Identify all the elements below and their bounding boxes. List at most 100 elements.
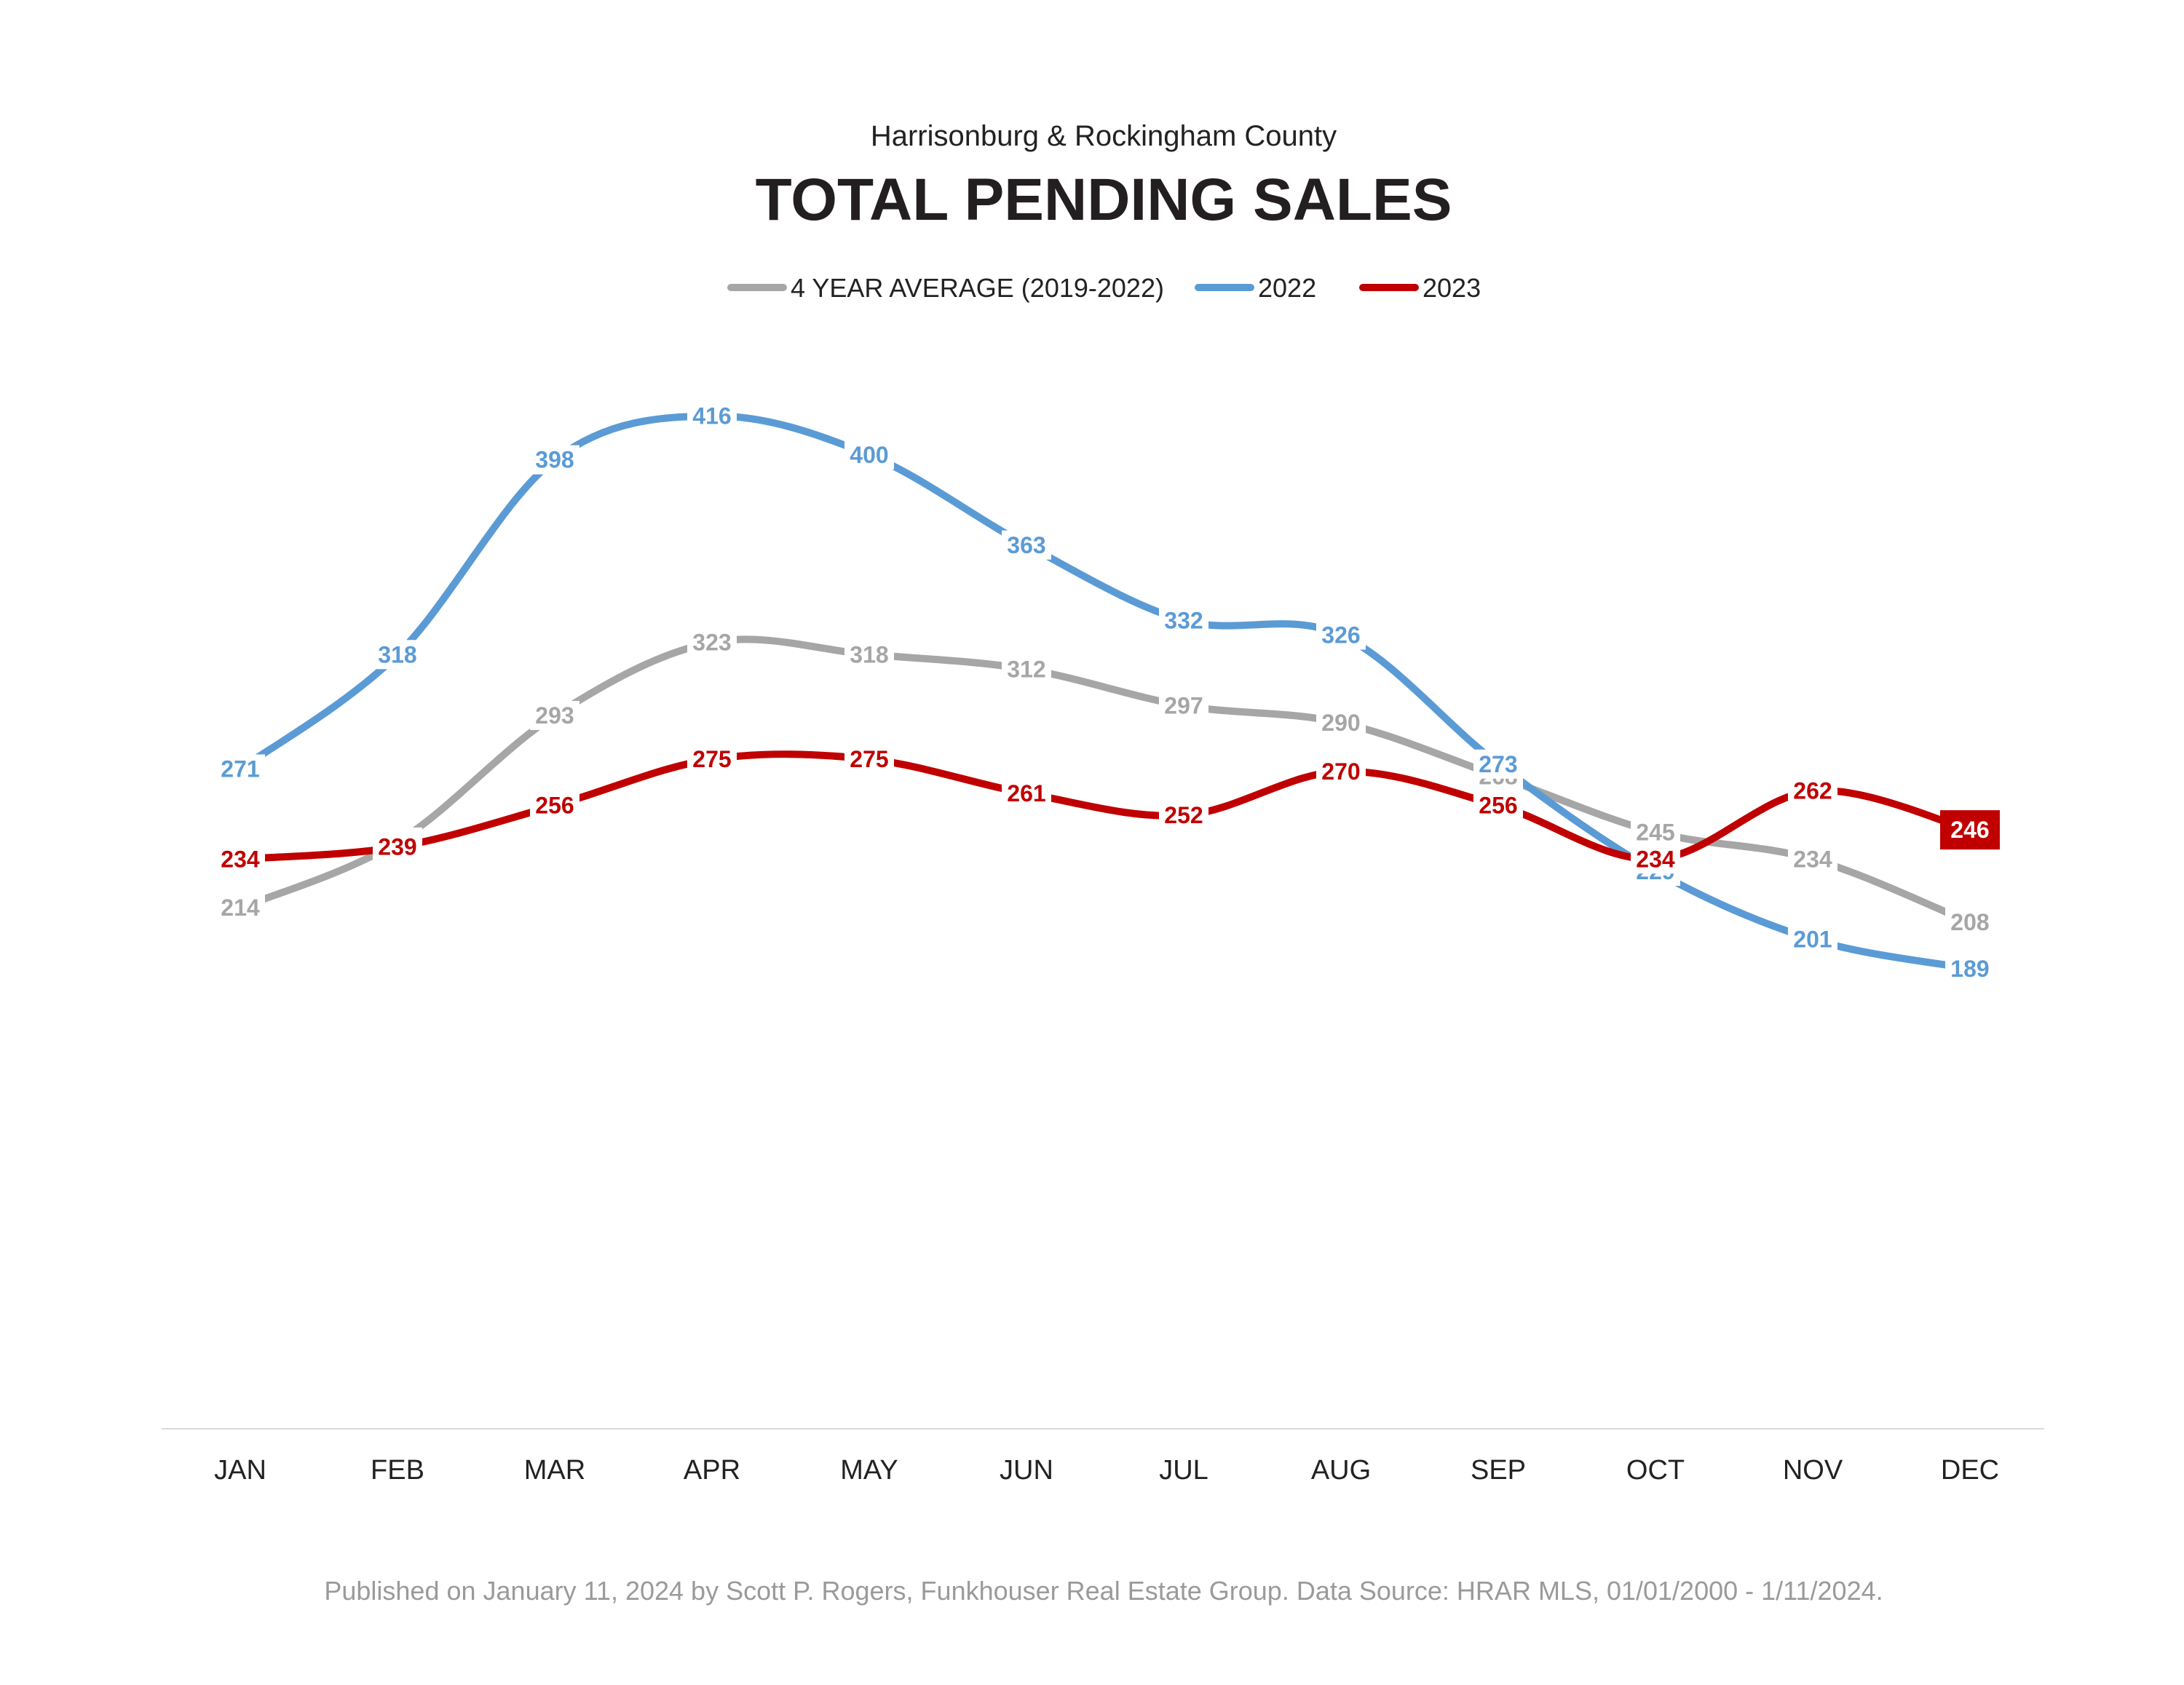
data-label-box <box>1631 817 1680 847</box>
x-tick-oct: OCT <box>1626 1455 1685 1486</box>
data-label-box <box>1788 924 1837 954</box>
data-label-4-year-average-apr: 323 <box>687 627 737 657</box>
data-label-text: 318 <box>378 641 416 667</box>
data-label-box <box>1159 606 1208 635</box>
legend-label-2023: 2023 <box>1423 273 1481 303</box>
data-label-text: 275 <box>692 746 731 772</box>
data-label-text: 261 <box>1007 780 1045 806</box>
data-label-2023-jan: 234 <box>215 844 265 874</box>
data-label-2023-sep: 256 <box>1473 790 1523 820</box>
data-label-box <box>1788 844 1837 874</box>
legend-label-2022: 2022 <box>1258 273 1316 303</box>
data-label-text: 256 <box>1479 793 1517 819</box>
data-label-box <box>844 440 894 469</box>
data-label-2022-mar: 398 <box>530 445 579 475</box>
data-label-box <box>1316 756 1366 786</box>
data-label-box <box>215 893 265 923</box>
data-label-text: 273 <box>1479 751 1517 777</box>
legend-item-2022: 2022 <box>1195 273 1316 303</box>
data-label-2022-aug: 326 <box>1316 620 1366 650</box>
x-tick-dec: DEC <box>1941 1455 1999 1486</box>
data-label-box <box>1631 844 1680 874</box>
data-label-2022-may: 400 <box>844 440 894 469</box>
data-label-text: 262 <box>1793 778 1832 804</box>
data-label-2022-nov: 201 <box>1788 924 1837 954</box>
data-label-text: 416 <box>692 403 731 429</box>
x-tick-mar: MAR <box>524 1455 585 1486</box>
data-label-box <box>1788 776 1837 806</box>
data-label-2023-may: 275 <box>844 745 894 774</box>
data-label-2023-apr: 275 <box>687 745 737 774</box>
chart-subtitle: Harrisonburg & Rockingham County <box>871 120 1337 152</box>
x-tick-nov: NOV <box>1783 1455 1843 1486</box>
data-label-text: 290 <box>1321 710 1360 736</box>
data-label-text: 398 <box>535 447 574 473</box>
data-label-2022-jun: 363 <box>1002 530 1051 560</box>
chart-title: TOTAL PENDING SALES <box>756 167 1452 233</box>
data-label-2023-dec: 246 <box>1940 810 2000 850</box>
data-label-4-year-average-oct: 245 <box>1631 817 1680 847</box>
data-label-box <box>1473 749 1523 779</box>
data-label-box <box>1473 790 1523 820</box>
data-label-box <box>1002 654 1051 684</box>
data-label-text: 318 <box>850 641 888 667</box>
data-label-text: 332 <box>1164 607 1203 633</box>
data-label-box <box>1940 810 2000 850</box>
data-label-4-year-average-jul: 297 <box>1159 691 1208 721</box>
data-label-text: 400 <box>850 442 888 468</box>
x-axis-tick-labels: JAN FEB MAR APR MAY JUN JUL AUG SEP OCT NOV DEC <box>214 1455 1999 1486</box>
data-label-box <box>215 844 265 874</box>
x-tick-jul: JUL <box>1159 1455 1208 1486</box>
data-label-text: 293 <box>535 702 574 729</box>
data-label-text: 275 <box>850 746 888 772</box>
data-label-box <box>530 700 579 730</box>
data-label-box <box>844 745 894 774</box>
data-label-box <box>1945 953 1995 983</box>
data-label-text: 326 <box>1321 622 1360 649</box>
data-label-text: 239 <box>378 834 416 860</box>
data-label-2023-oct: 234 <box>1631 844 1680 874</box>
series-data-labels: 2142412933233183122972902682452342082713… <box>215 401 2000 983</box>
data-label-text: 245 <box>1636 819 1674 845</box>
data-label-box <box>373 832 422 862</box>
x-tick-aug: AUG <box>1311 1455 1371 1486</box>
legend-item-2023: 2023 <box>1359 273 1481 303</box>
legend-label-4-year-average: 4 YEAR AVERAGE (2019-2022) <box>791 273 1164 303</box>
data-label-text: 271 <box>221 756 259 782</box>
data-label-text: 246 <box>1950 817 1989 843</box>
data-label-box <box>1316 707 1366 737</box>
data-label-box <box>215 754 265 784</box>
data-label-text: 312 <box>1007 656 1045 682</box>
data-label-box <box>1159 801 1208 830</box>
x-tick-sep: SEP <box>1471 1455 1526 1486</box>
data-label-text: 208 <box>1950 909 1989 935</box>
data-label-box <box>687 745 737 774</box>
data-label-text: 252 <box>1164 802 1203 828</box>
data-label-2023-jul: 252 <box>1159 801 1208 830</box>
data-label-text: 270 <box>1321 758 1360 785</box>
chart-legend: 4 YEAR AVERAGE (2019-2022) 2022 2023 <box>727 273 1481 303</box>
data-label-2022-sep: 273 <box>1473 749 1523 779</box>
data-label-2022-jan: 271 <box>215 754 265 784</box>
data-label-4-year-average-nov: 234 <box>1788 844 1837 874</box>
data-label-box <box>1159 691 1208 721</box>
data-label-2023-jun: 261 <box>1002 778 1051 808</box>
data-label-2023-mar: 256 <box>530 790 579 820</box>
data-label-4-year-average-aug: 290 <box>1316 707 1366 737</box>
data-label-2022-feb: 318 <box>373 640 422 670</box>
x-tick-feb: FEB <box>371 1455 424 1486</box>
data-label-4-year-average-jan: 214 <box>215 893 265 923</box>
data-label-2023-nov: 262 <box>1788 776 1837 806</box>
data-label-box <box>1945 908 1995 937</box>
legend-item-4-year-average: 4 YEAR AVERAGE (2019-2022) <box>727 273 1164 303</box>
data-label-2022-dec: 189 <box>1945 953 1995 983</box>
data-label-box <box>1002 778 1051 808</box>
data-label-2023-feb: 239 <box>373 832 422 862</box>
x-tick-jun: JUN <box>1000 1455 1053 1486</box>
data-label-2023-aug: 270 <box>1316 756 1366 786</box>
data-label-text: 234 <box>221 846 260 872</box>
data-label-box <box>844 640 894 670</box>
data-label-box <box>373 640 422 670</box>
